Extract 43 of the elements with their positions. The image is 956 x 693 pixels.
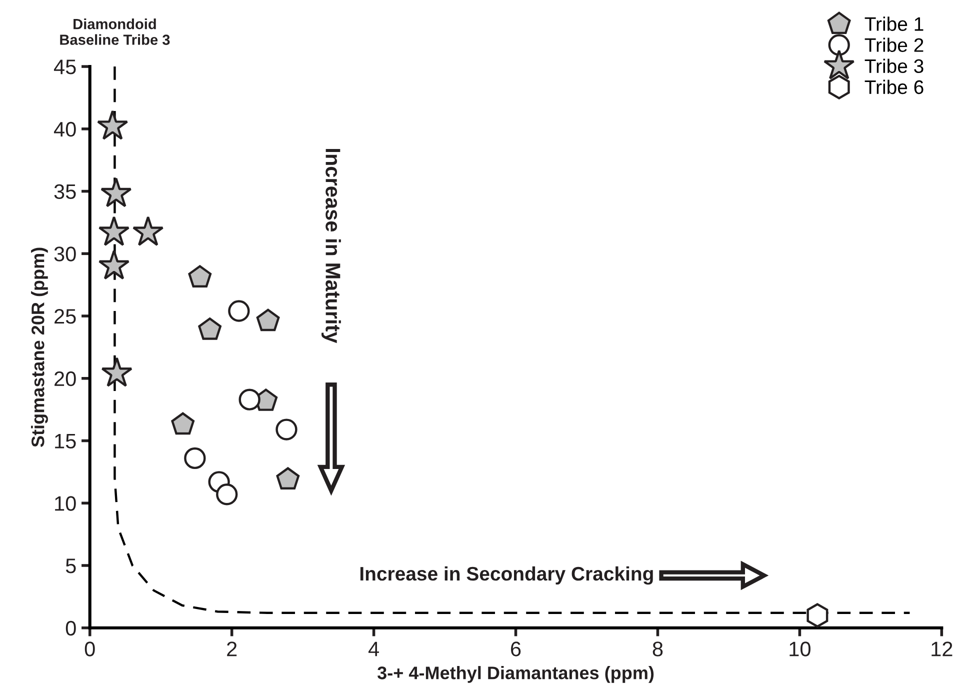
legend-label: Tribe 1	[864, 16, 924, 31]
point	[184, 447, 206, 470]
x-axis-title: 3-+ 4-Methyl Diamantanes (ppm)	[377, 666, 654, 683]
point	[256, 308, 280, 332]
x-tick-label: 12	[932, 642, 952, 656]
point	[198, 318, 222, 340]
point	[171, 412, 195, 435]
y-tick-label: 30	[54, 246, 76, 262]
y-tick-label: 20	[54, 371, 76, 386]
point	[98, 250, 130, 280]
y-tick-label: 15	[55, 434, 76, 448]
legend-label: Tribe 2	[864, 38, 924, 52]
y-tick-label: 35	[54, 184, 76, 200]
point	[276, 418, 298, 440]
text: Diamondoid Baseline Tribe 3	[60, 18, 170, 45]
y-tick-label: 10	[55, 496, 76, 511]
point	[132, 216, 164, 246]
point	[101, 357, 132, 387]
y-axis-title: Stigmastane 20R (ppm)	[31, 248, 48, 447]
x-tick-label: 2	[227, 642, 237, 656]
point	[276, 467, 300, 490]
annotation: Increase in Maturity	[321, 149, 341, 344]
annotation: Increase in Secondary Cracking	[360, 566, 653, 585]
point	[238, 388, 260, 410]
legend-label: Tribe 6	[864, 80, 924, 94]
x-tick-label: 6	[511, 642, 521, 656]
point	[216, 484, 238, 506]
legend-label: Tribe 3	[864, 58, 924, 74]
y-tick-label: 0	[66, 620, 76, 636]
point	[806, 603, 828, 628]
y-tick-label: 45	[54, 60, 76, 74]
y-tick-label: 25	[54, 309, 76, 324]
x-tick-label: 10	[790, 642, 810, 656]
x-tick-label: 4	[368, 642, 379, 656]
point	[96, 110, 128, 140]
x-tick-label: 8	[652, 642, 663, 656]
y-tick-label: 40	[54, 122, 76, 137]
point	[188, 265, 212, 288]
point	[100, 177, 132, 208]
point	[98, 216, 130, 246]
x-tick-label: 0	[84, 642, 95, 656]
point	[228, 300, 250, 322]
y-tick-label: 5	[66, 558, 76, 574]
